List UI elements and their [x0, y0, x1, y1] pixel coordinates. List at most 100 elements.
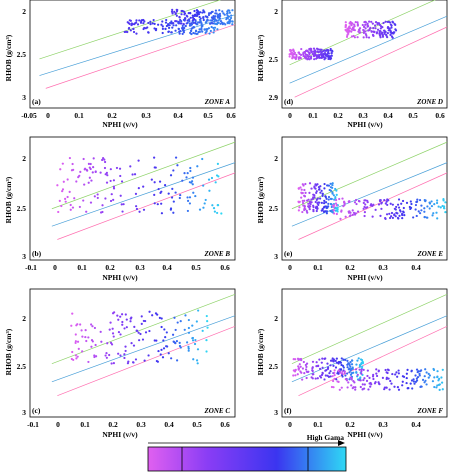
data-point: [330, 205, 333, 209]
data-point: [358, 27, 362, 30]
data-point: [415, 214, 418, 218]
data-point: [142, 319, 145, 323]
data-point: [104, 173, 107, 176]
data-point: [109, 179, 112, 183]
data-point: [123, 353, 126, 356]
zone-label: ZONE A: [204, 98, 231, 106]
data-point: [294, 57, 297, 61]
data-point: [190, 32, 193, 36]
data-point: [108, 328, 111, 331]
data-point: [346, 372, 349, 375]
data-point: [438, 383, 441, 386]
data-point: [294, 358, 297, 361]
data-point: [354, 368, 358, 371]
data-point: [178, 196, 181, 200]
data-point: [334, 199, 338, 202]
data-point: [424, 368, 427, 371]
data-point: [180, 22, 183, 25]
data-point: [213, 19, 216, 22]
data-point: [147, 354, 150, 357]
data-point: [216, 14, 219, 18]
data-point: [327, 195, 331, 199]
data-point: [334, 366, 338, 369]
data-point: [348, 215, 351, 218]
data-point: [167, 26, 171, 29]
data-point: [288, 55, 291, 58]
y-tick-label: 2.5: [17, 50, 27, 59]
data-point: [214, 9, 218, 12]
data-point: [379, 27, 382, 30]
data-point: [373, 382, 377, 385]
data-point: [202, 10, 206, 13]
data-point: [310, 187, 313, 190]
y-tick-label: 3: [22, 408, 26, 417]
data-point: [217, 19, 220, 22]
data-point: [372, 30, 375, 33]
data-point: [335, 204, 338, 207]
data-point: [316, 54, 319, 57]
data-point: [372, 373, 375, 377]
data-point: [137, 186, 140, 190]
data-point: [412, 378, 415, 381]
x-tick-label: 0.1: [74, 111, 84, 120]
data-point: [438, 388, 441, 391]
data-point: [339, 371, 342, 374]
data-point: [375, 374, 379, 378]
data-point: [189, 16, 192, 19]
data-point: [350, 363, 354, 366]
data-point: [386, 36, 389, 39]
data-point: [385, 213, 389, 216]
data-point: [169, 207, 173, 210]
data-point: [164, 336, 167, 339]
data-point: [194, 194, 197, 198]
data-point: [181, 9, 184, 13]
lithology-line: [291, 294, 448, 364]
data-point: [175, 339, 179, 343]
data-point: [141, 338, 145, 341]
colorbar-gradient: [147, 446, 347, 472]
data-point: [164, 27, 167, 30]
data-point: [306, 211, 309, 214]
data-point: [322, 56, 326, 59]
data-point: [305, 53, 309, 57]
data-point: [130, 23, 133, 27]
data-point: [354, 386, 357, 389]
x-tick-label: 0: [53, 263, 57, 272]
data-point: [174, 156, 178, 159]
data-point: [331, 191, 334, 194]
data-point: [312, 47, 316, 50]
data-point: [161, 27, 164, 30]
data-point: [198, 28, 201, 31]
zone-label: ZONE E: [417, 250, 444, 258]
data-point: [322, 53, 326, 56]
data-point: [211, 10, 214, 13]
data-point: [207, 178, 211, 181]
data-point: [210, 16, 214, 19]
data-point: [83, 168, 86, 171]
data-point: [193, 32, 197, 35]
data-point: [186, 196, 189, 199]
data-point: [299, 186, 302, 189]
data-point: [157, 187, 160, 191]
data-point: [59, 168, 62, 171]
data-point: [94, 343, 97, 347]
data-point: [365, 34, 368, 37]
data-point: [329, 359, 333, 362]
data-point: [343, 370, 346, 373]
data-point: [191, 20, 194, 24]
x-tick-label: 0.4: [162, 263, 172, 272]
data-point: [175, 24, 178, 27]
data-point: [333, 371, 336, 374]
data-point: [89, 167, 92, 171]
data-point: [90, 345, 93, 348]
x-tick-label: 0.3: [141, 111, 151, 120]
zone-label: ZONE C: [204, 407, 231, 415]
data-point: [303, 205, 306, 208]
data-point: [415, 377, 418, 380]
data-point: [104, 354, 107, 357]
data-point: [228, 11, 231, 14]
data-point: [409, 200, 412, 203]
y-axis-label: RHOB (g/cm³): [4, 34, 13, 81]
lithology-line: [45, 24, 236, 89]
data-point: [399, 210, 402, 213]
